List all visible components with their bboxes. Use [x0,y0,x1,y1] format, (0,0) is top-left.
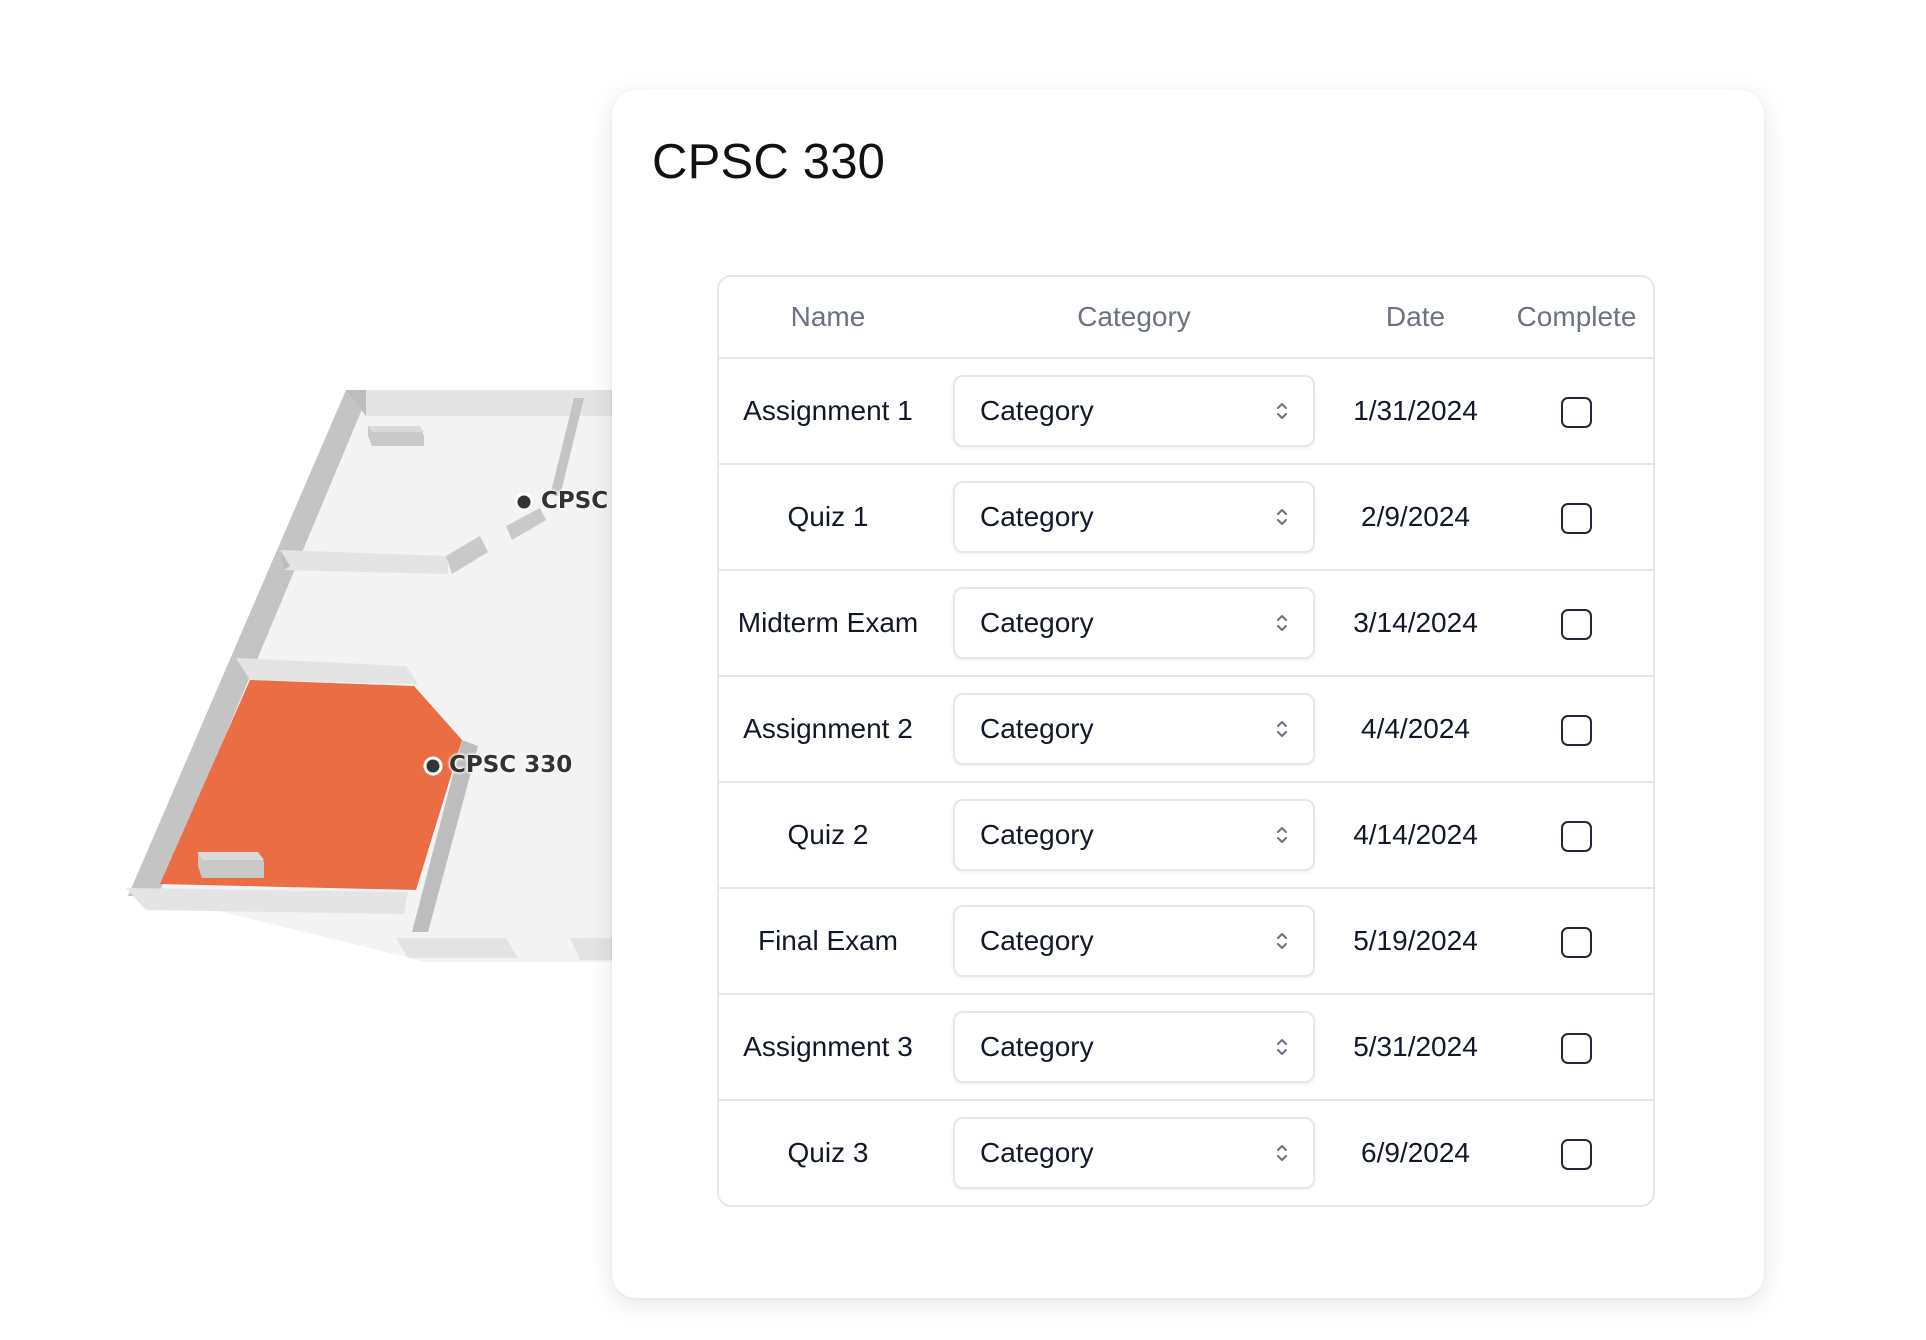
complete-checkbox[interactable] [1561,820,1592,852]
complete-checkbox[interactable] [1561,1138,1592,1170]
complete-checkbox[interactable] [1561,502,1592,534]
category-select-value: Category [980,501,1094,532]
map-wall [506,508,546,540]
map-wall [570,938,612,960]
map-box [368,426,424,432]
chevron-up-down-icon [1275,612,1289,634]
row-name: Quiz 1 [719,464,937,571]
table-row: Quiz 1 Category 2/9/2024 [719,464,1653,571]
course-panel: CPSC 330 Name Category Date Complete Ass… [612,90,1764,1298]
table-row: Quiz 2 Category 4/14/2024 [719,782,1653,889]
map-wall [446,536,488,574]
map-wall [396,938,518,958]
row-date: 1/31/2024 [1331,358,1500,465]
map-pin-dot-icon [423,756,443,776]
complete-checkbox[interactable] [1561,608,1592,640]
category-select[interactable]: Category [953,375,1315,447]
category-select-value: Category [980,607,1094,638]
table-header-row: Name Category Date Complete [719,277,1653,359]
map-wall [126,888,408,914]
complete-checkbox[interactable] [1561,1032,1592,1064]
category-select-value: Category [980,819,1094,850]
row-name: Assignment 3 [719,994,937,1101]
category-select-value: Category [980,925,1094,956]
row-name: Quiz 2 [719,782,937,889]
header-category: Category [937,277,1331,359]
map-wall [346,390,612,416]
chevron-up-down-icon [1275,506,1289,528]
category-select-value: Category [980,713,1094,744]
category-select[interactable]: Category [953,799,1315,871]
category-select-value: Category [980,1031,1094,1062]
table-row: Midterm Exam Category 3/14/2024 [719,570,1653,677]
row-date: 4/14/2024 [1331,782,1500,889]
category-select[interactable]: Category [953,693,1315,765]
header-name: Name [719,277,937,359]
map-pin-dot-icon [514,492,534,512]
complete-checkbox[interactable] [1561,714,1592,746]
row-date: 5/31/2024 [1331,994,1500,1101]
chevron-up-down-icon [1275,824,1289,846]
row-name: Midterm Exam [719,570,937,677]
row-date: 2/9/2024 [1331,464,1500,571]
category-select-value: Category [980,395,1094,426]
map-room-label[interactable]: CPSC 330 [449,752,573,778]
header-complete: Complete [1500,277,1653,359]
header-date: Date [1331,277,1500,359]
table-row: Assignment 2 Category 4/4/2024 [719,676,1653,783]
map-wall [128,390,366,896]
table-row: Assignment 1 Category 1/31/2024 [719,358,1653,465]
category-select[interactable]: Category [953,1011,1315,1083]
row-date: 3/14/2024 [1331,570,1500,677]
map-room-label[interactable]: CPSC 330 [541,488,617,514]
panel-title: CPSC 330 [652,135,886,189]
map-wall [280,550,448,574]
row-name: Assignment 1 [719,358,937,465]
category-select[interactable]: Category [953,587,1315,659]
row-name: Assignment 2 [719,676,937,783]
table-row: Assignment 3 Category 5/31/2024 [719,994,1653,1101]
table-row: Quiz 3 Category 6/9/2024 [719,1100,1653,1205]
row-date: 6/9/2024 [1361,1137,1470,1168]
assessments-table-container: Name Category Date Complete Assignment 1… [717,275,1655,1207]
row-name: Quiz 3 [787,1137,869,1168]
category-select[interactable]: Category [953,481,1315,553]
complete-checkbox[interactable] [1561,396,1592,428]
row-date: 5/19/2024 [1331,888,1500,995]
category-select[interactable]: Category [953,905,1315,977]
chevron-up-down-icon [1275,718,1289,740]
complete-checkbox[interactable] [1561,926,1592,958]
map-wall [346,390,366,416]
table-row: Final Exam Category 5/19/2024 [719,888,1653,995]
category-select-value: Category [980,1137,1094,1168]
map-wall [236,658,418,684]
map-wall [412,740,478,932]
map-box [198,852,264,860]
category-select[interactable]: Category [953,1117,1315,1189]
map-wall [280,550,290,570]
chevron-up-down-icon [1275,1142,1289,1164]
map-highlight-room[interactable] [160,680,462,890]
row-date: 4/4/2024 [1331,676,1500,783]
map-wall [550,398,584,496]
chevron-up-down-icon [1275,1036,1289,1058]
assessments-table: Name Category Date Complete Assignment 1… [719,277,1653,1205]
chevron-up-down-icon [1275,930,1289,952]
chevron-up-down-icon [1275,400,1289,422]
row-name: Final Exam [719,888,937,995]
